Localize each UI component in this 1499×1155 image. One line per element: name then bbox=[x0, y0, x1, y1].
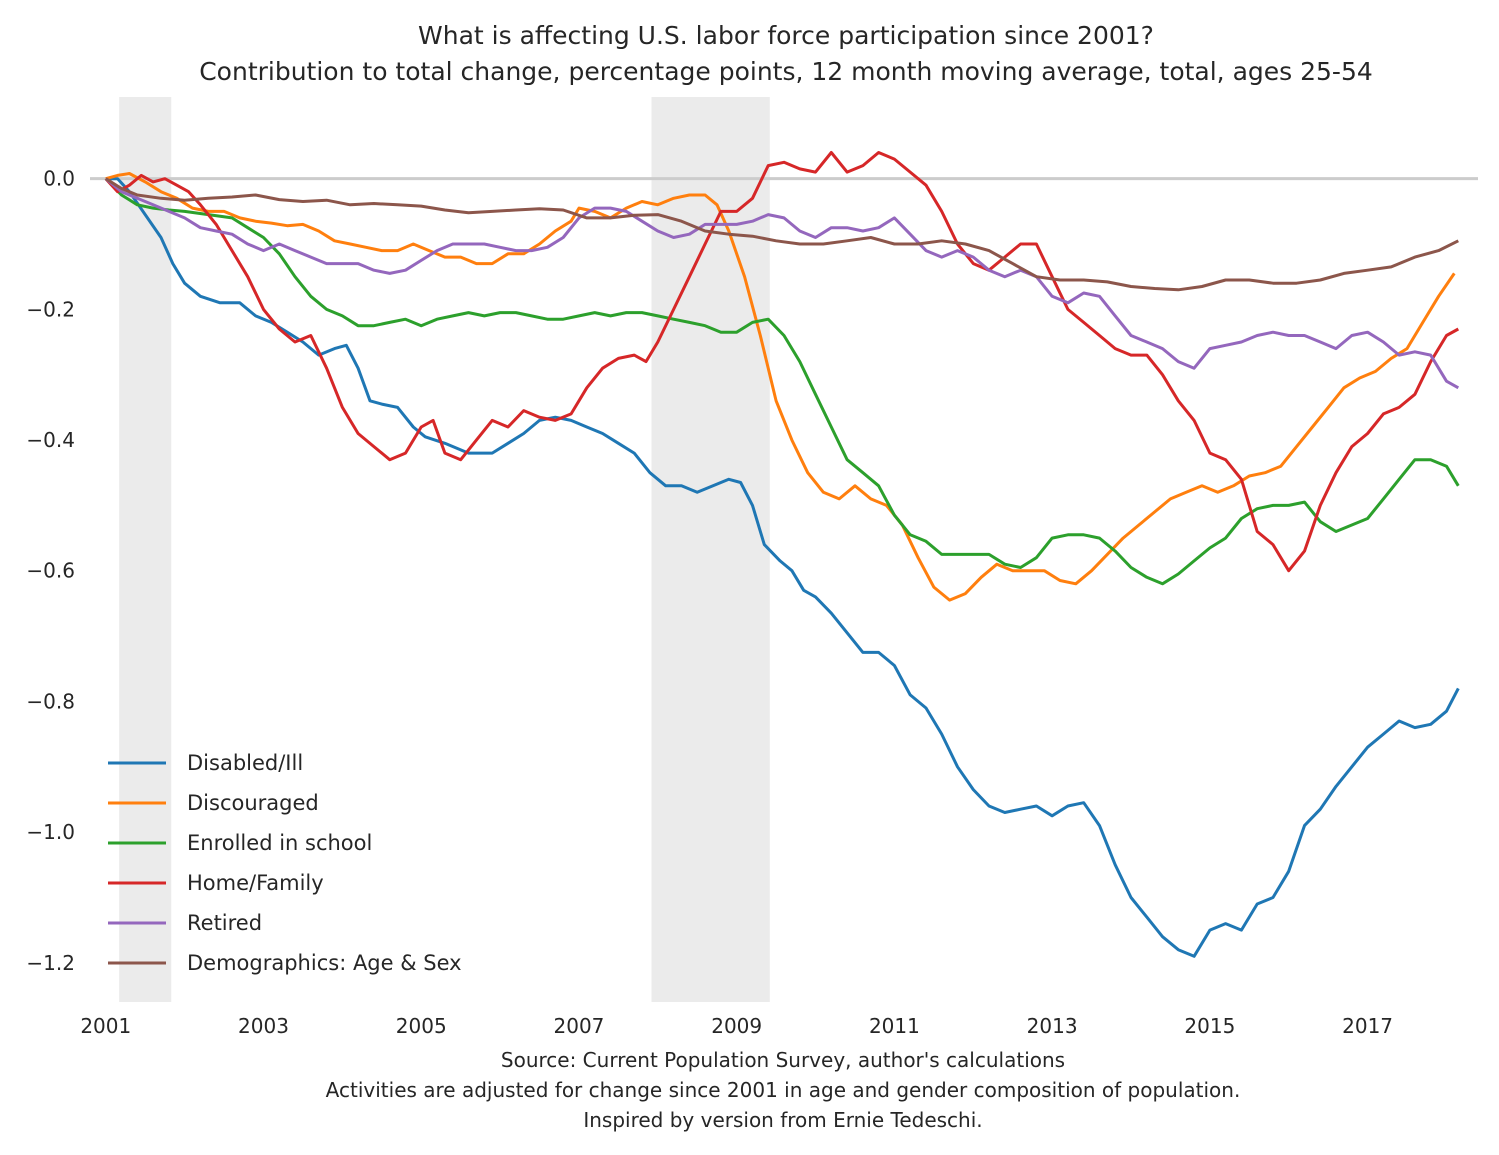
series-lines bbox=[104, 151, 1460, 958]
legend-label-4: Retired bbox=[187, 911, 262, 935]
x-tick-label: 2011 bbox=[869, 1014, 920, 1038]
y-tick-label: −0.8 bbox=[26, 689, 75, 713]
x-tick-label: 2009 bbox=[711, 1014, 762, 1038]
y-tick-label: 0.0 bbox=[43, 167, 75, 191]
legend-label-5: Demographics: Age & Sex bbox=[187, 951, 462, 975]
recession-band-0 bbox=[119, 97, 172, 1002]
legend-label-3: Home/Family bbox=[187, 871, 324, 895]
legend-label-0: Disabled/Ill bbox=[187, 751, 303, 775]
series-line-3 bbox=[104, 151, 1460, 573]
y-tick-label: −0.2 bbox=[26, 297, 75, 321]
series-line-2 bbox=[104, 177, 1460, 586]
series-line-4 bbox=[104, 177, 1460, 390]
x-tick-label: 2013 bbox=[1027, 1014, 1078, 1038]
legend-label-2: Enrolled in school bbox=[187, 831, 372, 855]
series-line-5 bbox=[105, 177, 1459, 292]
y-tick-label: −0.4 bbox=[26, 428, 75, 452]
footer-note: Activities are adjusted for change since… bbox=[326, 1078, 1241, 1102]
y-tick-label: −1.0 bbox=[26, 820, 75, 844]
x-axis-ticks: 2001 2003 2005 2007 2009 2011 2013 2015 2017 bbox=[80, 1014, 1393, 1038]
x-tick-label: 2017 bbox=[1342, 1014, 1393, 1038]
footer-source: Source: Current Population Survey, autho… bbox=[501, 1048, 1065, 1072]
footer-credit: Inspired by version from Ernie Tedeschi. bbox=[583, 1108, 982, 1132]
series-line-1 bbox=[105, 172, 1456, 602]
y-tick-label: −0.6 bbox=[26, 559, 75, 583]
x-tick-label: 2015 bbox=[1184, 1014, 1235, 1038]
legend-label-1: Discouraged bbox=[187, 791, 319, 815]
y-tick-label: −1.2 bbox=[26, 951, 75, 975]
chart-title: What is affecting U.S. labor force parti… bbox=[418, 21, 1154, 50]
legend: Disabled/Ill Discouraged Enrolled in schoo… bbox=[108, 751, 462, 975]
y-axis-ticks: 0.0 −0.2 −0.4 −0.6 −0.8 −1.0 −1.2 bbox=[26, 167, 75, 975]
x-tick-label: 2001 bbox=[80, 1014, 131, 1038]
x-tick-label: 2003 bbox=[238, 1014, 289, 1038]
recession-shading bbox=[119, 97, 770, 1002]
recession-band-1 bbox=[651, 97, 770, 1002]
series-line-0 bbox=[105, 177, 1460, 958]
x-tick-label: 2005 bbox=[396, 1014, 447, 1038]
x-tick-label: 2007 bbox=[554, 1014, 605, 1038]
chart-subtitle: Contribution to total change, percentage… bbox=[199, 57, 1373, 86]
